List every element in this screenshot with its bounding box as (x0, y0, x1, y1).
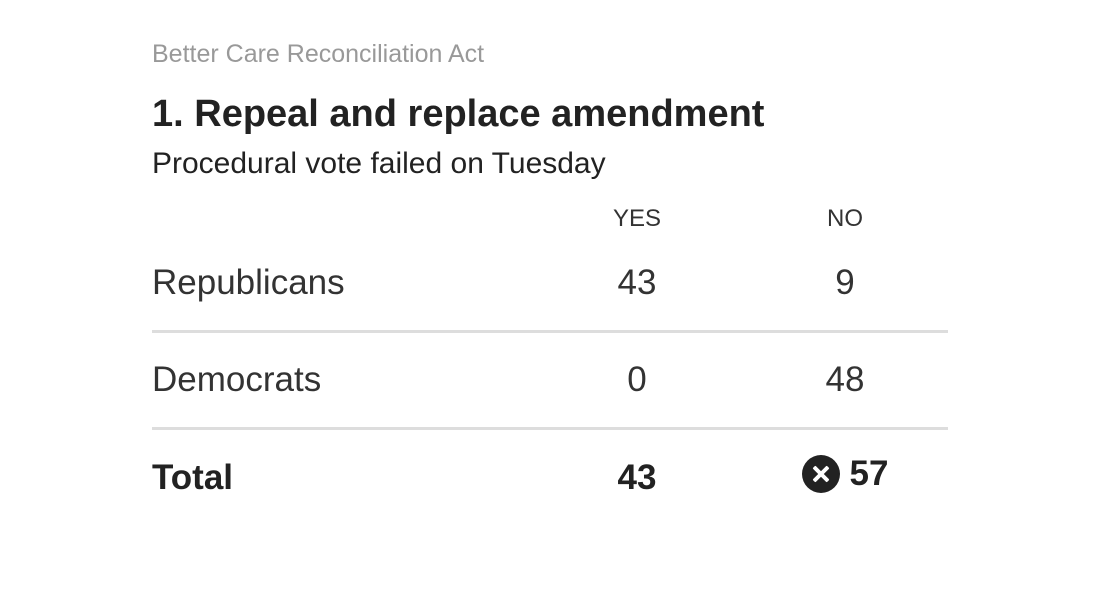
kicker: Better Care Reconciliation Act (152, 40, 485, 68)
header-blank (152, 202, 532, 236)
x-circle-icon (801, 455, 840, 493)
total-no: 57 (849, 454, 889, 493)
total-no-cell: 57 (742, 429, 948, 527)
table-row-republicans: Republicans 43 9 (152, 236, 948, 333)
headline: 1. Repeal and replace amendment (152, 93, 765, 135)
row-label: Democrats (152, 331, 532, 430)
failed-result: 57 (801, 454, 889, 494)
header-row: YES NO (152, 202, 948, 236)
table-row-democrats: Democrats 0 48 (152, 331, 948, 430)
vote-table: YES NO Republicans 43 9 Democrats 0 48 T… (152, 202, 948, 526)
vote-card: Better Care Reconciliation Act 1. Repeal… (152, 38, 948, 526)
no-count: 9 (742, 236, 948, 333)
no-count: 48 (742, 331, 948, 430)
yes-count: 0 (532, 331, 742, 430)
row-label: Republicans (152, 236, 532, 333)
yes-count: 43 (532, 236, 742, 333)
header-yes: YES (612, 205, 662, 232)
total-yes: 43 (617, 458, 657, 497)
total-label: Total (152, 458, 234, 497)
subhead: Procedural vote failed on Tuesday (152, 147, 606, 180)
header-no: NO (827, 205, 863, 232)
table-row-total: Total 43 57 (152, 429, 948, 527)
